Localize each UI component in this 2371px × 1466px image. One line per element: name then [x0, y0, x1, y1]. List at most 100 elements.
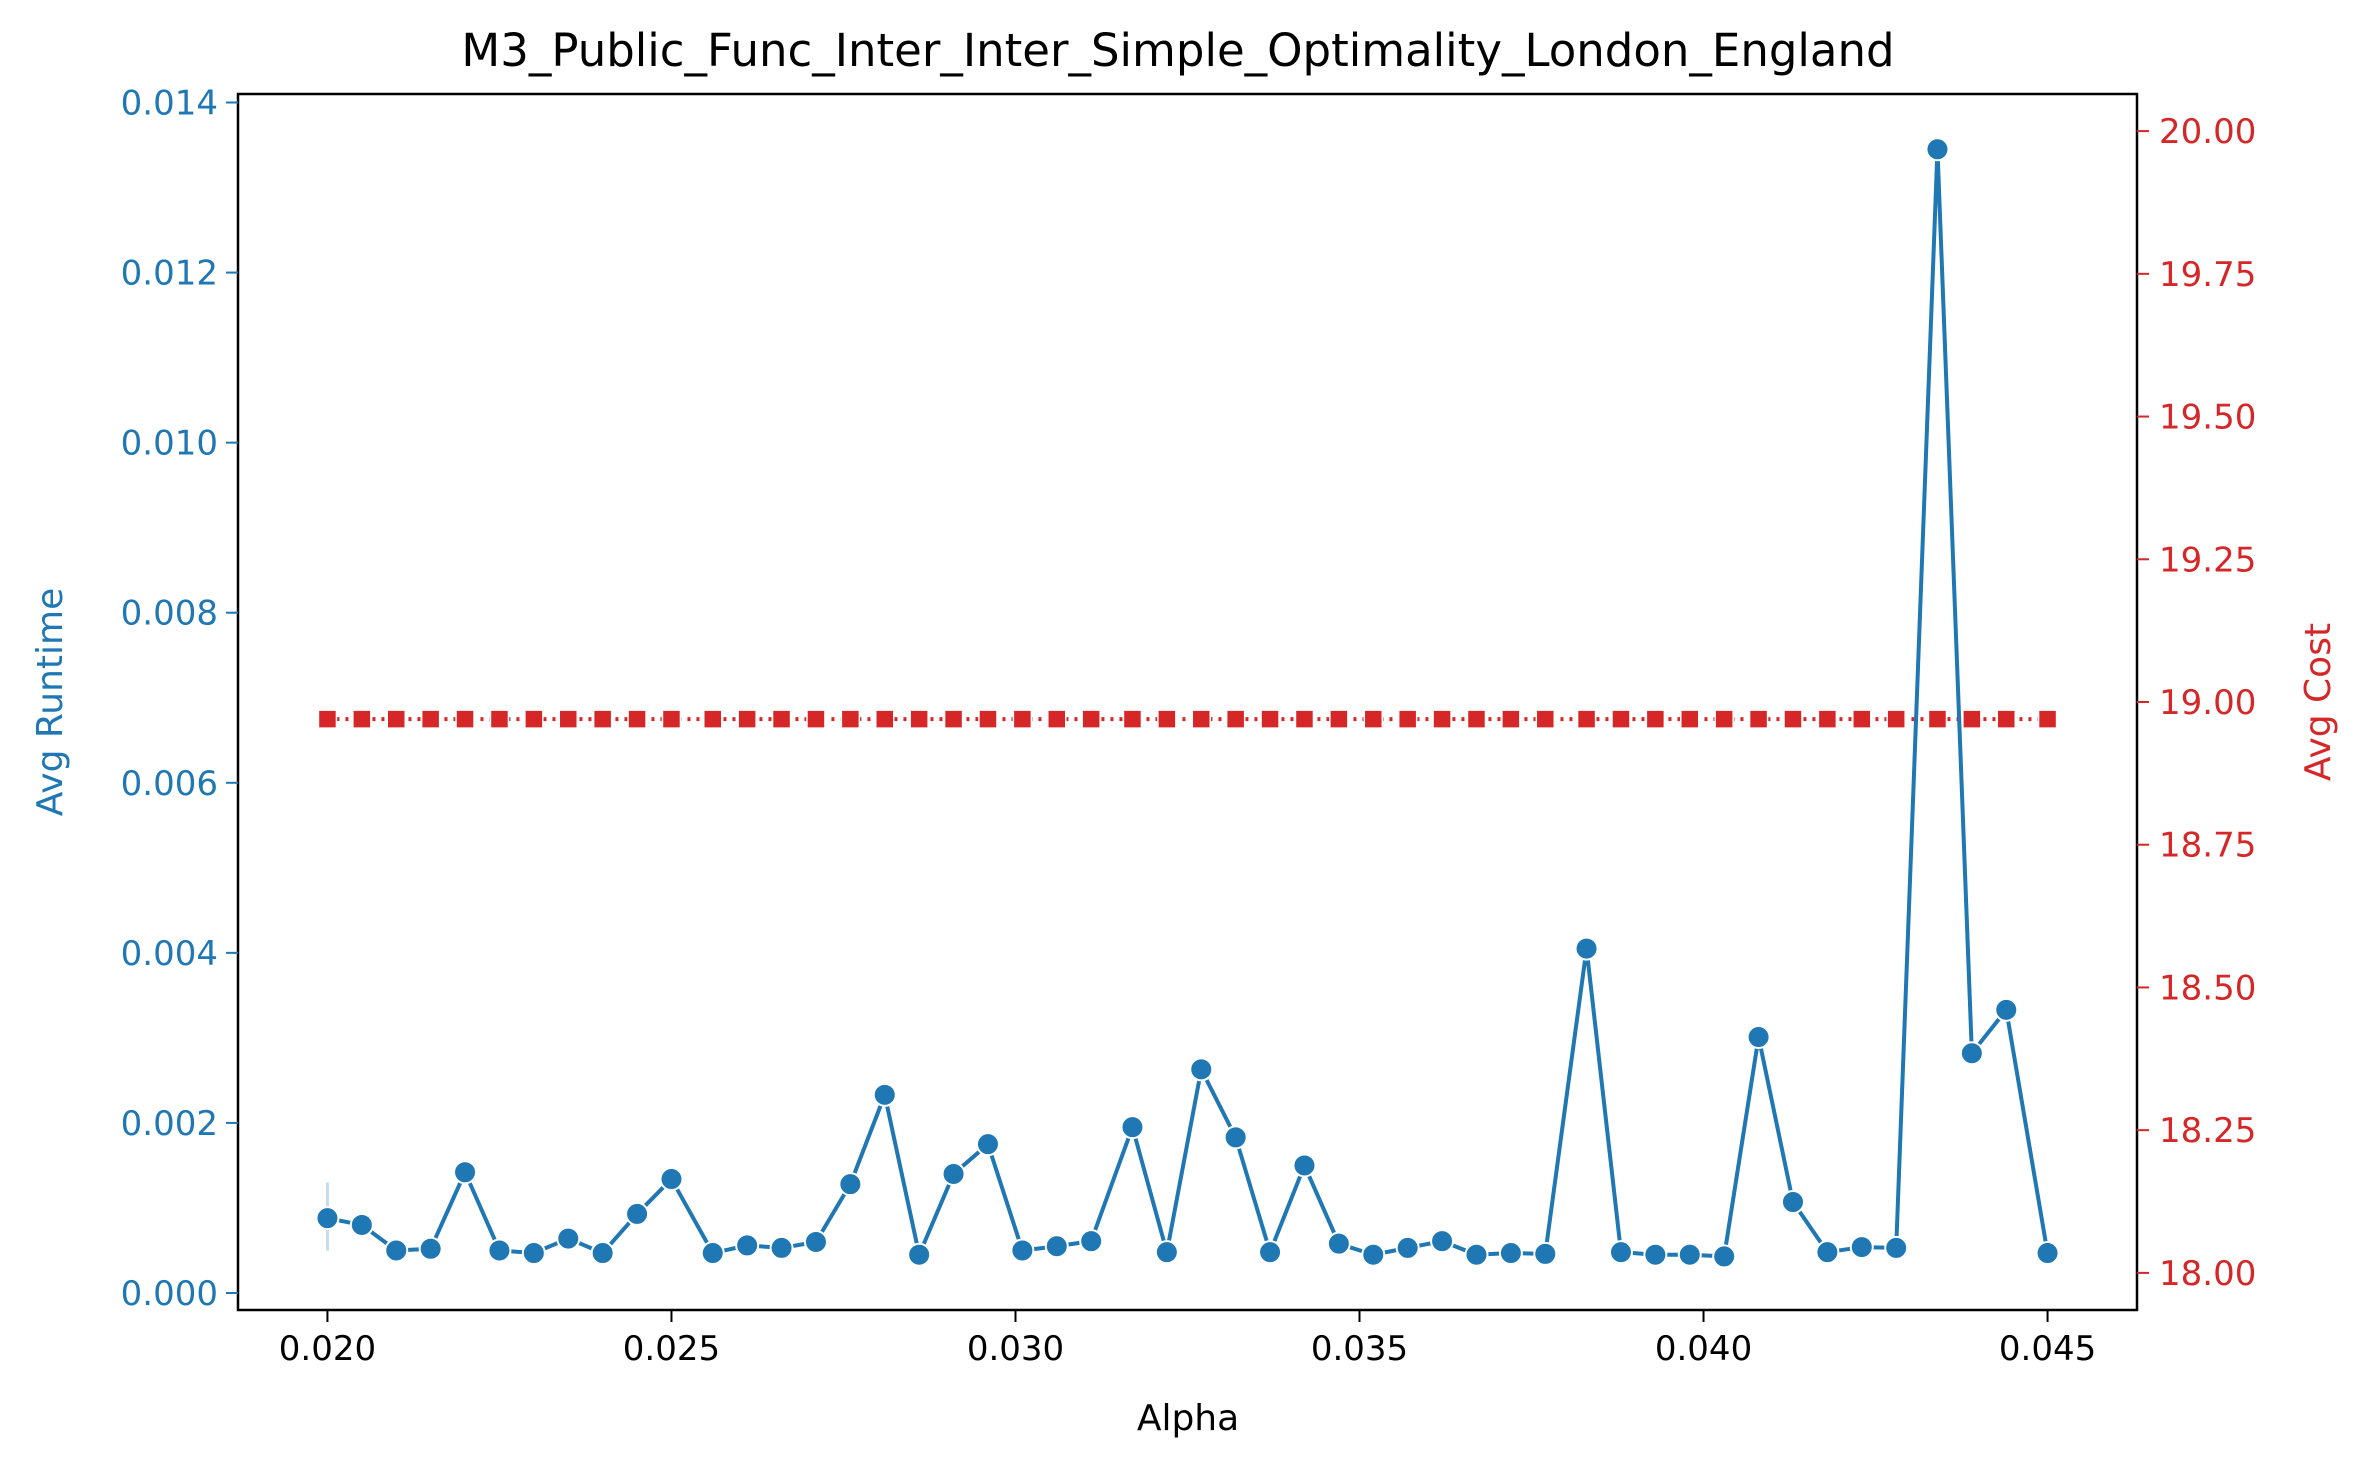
cost-point [978, 709, 998, 729]
y-right-tick-label: 19.25 [2159, 540, 2256, 580]
runtime-point [872, 1082, 897, 1107]
y-right-tick-label: 20.00 [2159, 112, 2256, 152]
cost-point [1047, 709, 1067, 729]
runtime-point [1154, 1240, 1179, 1265]
cost-point [806, 709, 826, 729]
runtime-point [1994, 997, 2019, 1022]
x-tick-label: 0.035 [1311, 1329, 1408, 1369]
runtime-point [1292, 1153, 1317, 1178]
runtime-point [418, 1236, 443, 1261]
chart-title: M3_Public_Func_Inter_Inter_Simple_Optima… [461, 24, 1894, 77]
cost-point [840, 709, 861, 729]
y-left-tick-label: 0.012 [121, 254, 218, 294]
runtime-point [453, 1160, 478, 1185]
y-right-tick-label: 19.50 [2159, 398, 2256, 438]
runtime-point [1464, 1242, 1489, 1267]
cost-point [703, 709, 723, 729]
runtime-point [1395, 1235, 1420, 1260]
y-axis-right: 18.00 18.25 18.50 18.75 19.00 19.25 19.50 19.75… [2137, 112, 2256, 1294]
cost-point [1748, 709, 1769, 729]
cost-point [1535, 709, 1556, 729]
x-tick-label: 0.030 [967, 1329, 1064, 1369]
y-axis-left: 0.000 0.002 0.004 0.006 0.008 0.010 0.012 0.014 [121, 84, 238, 1314]
runtime-point [384, 1238, 409, 1263]
y-right-tick-label: 19.75 [2159, 255, 2256, 295]
runtime-point [700, 1241, 725, 1266]
cost-point [1927, 709, 1948, 729]
plot-area [315, 137, 2060, 1269]
cost-point [1962, 709, 1982, 729]
cost-point [627, 709, 647, 729]
x-tick-label: 0.025 [623, 1329, 720, 1369]
cost-point [1432, 709, 1452, 729]
runtime-point [1326, 1231, 1351, 1256]
y-left-tick-label: 0.004 [121, 934, 218, 974]
cost-point [1225, 709, 1246, 729]
y-left-tick-label: 0.006 [121, 764, 218, 804]
cost-point [1680, 709, 1700, 729]
runtime-point [315, 1206, 340, 1231]
cost-point [1122, 709, 1143, 729]
y-left-tick-label: 0.000 [121, 1274, 218, 1314]
y-right-tick-label: 19.00 [2159, 683, 2256, 723]
runtime-point [1533, 1241, 1558, 1266]
cost-point [2037, 709, 2058, 729]
cost-point [1157, 709, 1177, 729]
cost-point [1996, 709, 2017, 729]
cost-point [352, 709, 372, 729]
runtime-point [1677, 1242, 1702, 1267]
cost-point [1611, 709, 1631, 729]
cost-point [1397, 709, 1418, 729]
runtime-point [803, 1229, 828, 1254]
axes-frame [236, 92, 2139, 1312]
runtime-point [735, 1233, 760, 1258]
cost-point [558, 709, 579, 729]
cost-point [420, 709, 441, 729]
y-left-tick-label: 0.008 [121, 594, 218, 634]
cost-point [592, 709, 613, 729]
y-left-tick-label: 0.010 [121, 424, 218, 464]
y-left-tick-label: 0.014 [121, 84, 218, 124]
cost-point [943, 709, 964, 729]
cost-point [661, 709, 682, 729]
runtime-point [521, 1241, 546, 1266]
cost-point [1294, 709, 1315, 729]
cost-point [771, 709, 792, 729]
cost-point [1260, 709, 1280, 729]
cost-point [909, 709, 929, 729]
x-axis: 0.020 0.025 0.030 0.035 0.040 0.045 [279, 1310, 2096, 1369]
runtime-point [625, 1201, 650, 1226]
y-right-tick-label: 18.25 [2159, 1111, 2256, 1151]
runtime-point [1223, 1125, 1248, 1150]
cost-point [1886, 709, 1906, 729]
cost-point [1852, 709, 1872, 729]
cost-point [489, 709, 510, 729]
y-right-tick-label: 18.75 [2159, 826, 2256, 866]
cost-point [386, 709, 406, 729]
x-tick-label: 0.020 [279, 1329, 376, 1369]
runtime-point [1361, 1242, 1386, 1267]
runtime-point [1498, 1241, 1523, 1266]
runtime-point [659, 1167, 684, 1192]
cost-point [1576, 709, 1597, 729]
runtime-point [941, 1161, 966, 1186]
runtime-point [556, 1226, 581, 1251]
runtime-point [487, 1238, 512, 1263]
cost-point [1783, 709, 1803, 729]
cost-point [1645, 709, 1666, 729]
runtime-point [1959, 1041, 1984, 1066]
runtime-point [1746, 1025, 1771, 1050]
runtime-point [1044, 1234, 1069, 1259]
cost-point [1012, 709, 1033, 729]
x-tick-label: 0.040 [1655, 1329, 1752, 1369]
runtime-point [1574, 936, 1599, 961]
cost-point [875, 709, 895, 729]
runtime-series-line [327, 147, 2050, 1259]
runtime-point [1780, 1190, 1805, 1215]
y-right-tick-label: 18.00 [2159, 1254, 2256, 1294]
cost-point [1501, 709, 1521, 729]
runtime-point [1189, 1057, 1214, 1082]
y-right-tick-label: 18.50 [2159, 968, 2256, 1008]
runtime-point [2035, 1241, 2060, 1266]
runtime-point [1884, 1235, 1909, 1260]
